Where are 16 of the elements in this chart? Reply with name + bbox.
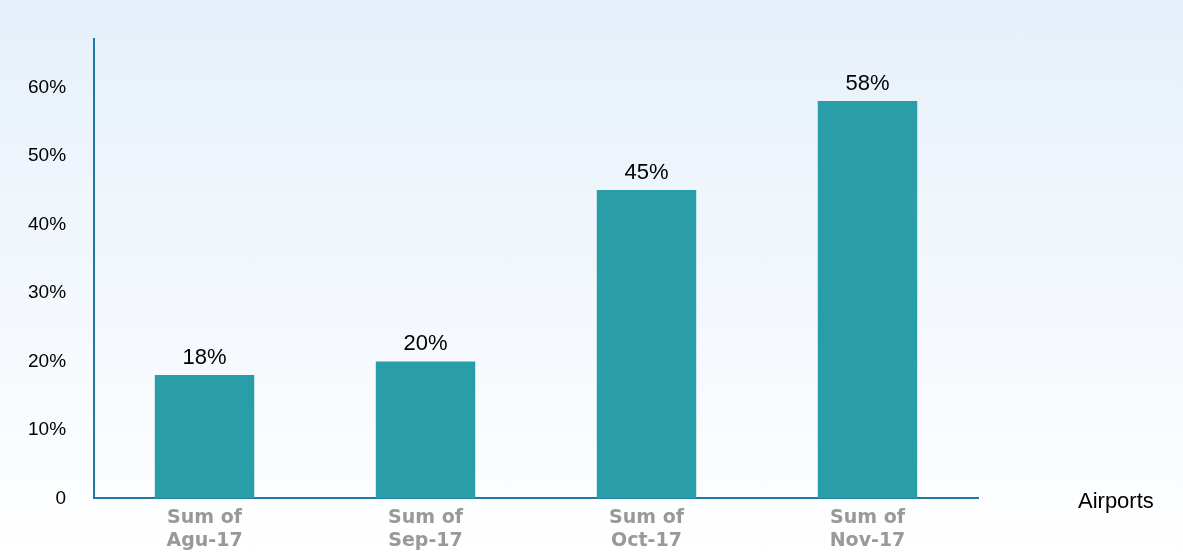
y-tick-label: 40%	[28, 212, 67, 234]
y-tick-label: 20%	[28, 349, 67, 371]
y-tick-label: 0	[55, 486, 67, 508]
x-tick-label: Sum of Oct-17	[609, 504, 685, 550]
x-tick-label: Sum of Agu-17	[166, 504, 243, 550]
x-tick-label: Sum of Sep-17	[388, 504, 464, 550]
data-label: 58%	[845, 70, 890, 96]
y-tick-label: 50%	[28, 144, 67, 166]
y-tick-label: 60%	[28, 75, 67, 97]
data-label: 18%	[182, 344, 227, 370]
y-tick-label: 10%	[28, 418, 67, 440]
y-tick-label: 30%	[28, 281, 67, 303]
data-label: 20%	[403, 330, 448, 356]
x-tick-label: Sum of Nov-17	[829, 504, 906, 550]
x-axis-title: Airports	[1078, 488, 1154, 514]
data-label: 45%	[624, 159, 669, 185]
